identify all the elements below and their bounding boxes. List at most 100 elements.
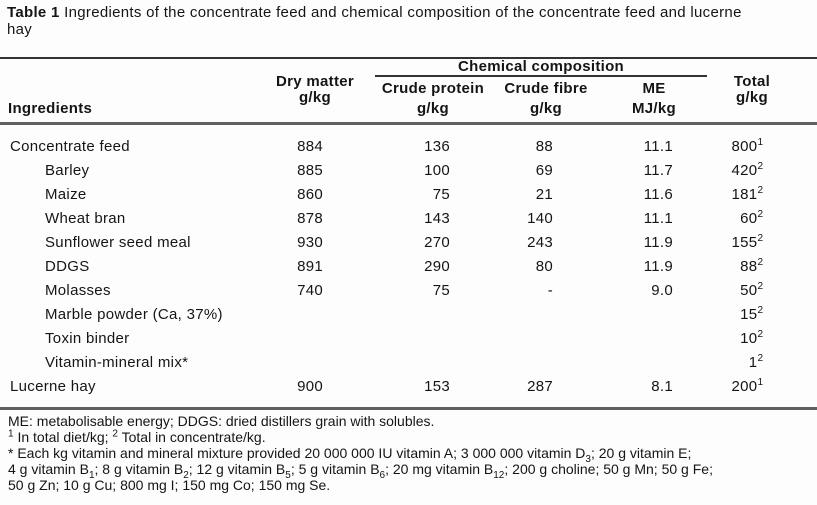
footnote-marker: 2 xyxy=(757,352,763,364)
total-cell: 1812 xyxy=(731,184,764,203)
crude-protein-cell: 75 xyxy=(432,185,450,203)
total-cell: 102 xyxy=(740,328,763,347)
col-header-crude-protein: Crude protein xyxy=(381,79,485,97)
col-header-dry-matter: Dry matter g/kg xyxy=(255,58,375,125)
dry-matter-cell: 930 xyxy=(297,233,323,251)
crude-fibre-cell: 69 xyxy=(535,161,553,179)
col-header-crude-protein-unit: g/kg xyxy=(375,100,491,125)
crude-protein-cell: 100 xyxy=(424,161,450,179)
crude-protein-cell xyxy=(375,351,491,375)
footnote-line: 1 In total diet/kg; 2 Total in concentra… xyxy=(8,427,266,445)
footnote-marker: 2 xyxy=(757,328,763,340)
crude-fibre-cell: 140 xyxy=(527,209,553,227)
dry-matter-cell: 900 xyxy=(297,377,323,395)
table-row: Wheat bran 878 143 140 11.1 602 xyxy=(0,207,817,231)
col-header-chemical-composition: Chemical composition xyxy=(375,58,707,77)
dry-matter-cell xyxy=(255,327,375,351)
col-header-total: Total g/kg xyxy=(707,58,817,125)
footnote-marker: 2 xyxy=(757,304,763,316)
me-cell xyxy=(601,327,707,351)
footnote-marker: 2 xyxy=(757,280,763,292)
ingredient-cell: Vitamin-mineral mix* xyxy=(45,353,189,371)
header-row-units: g/kg g/kg MJ/kg xyxy=(0,100,817,125)
total-cell: 602 xyxy=(740,208,763,227)
crude-protein-cell: 75 xyxy=(432,281,450,299)
table-caption-label: Table 1 xyxy=(7,4,60,21)
crude-protein-cell: 143 xyxy=(424,209,450,227)
me-cell: 11.9 xyxy=(643,257,673,275)
footnote-marker: 1 xyxy=(757,376,763,388)
crude-fibre-cell: 243 xyxy=(527,233,553,251)
footnote-marker: 2 xyxy=(757,208,763,220)
table-row: Lucerne hay 900 153 287 8.1 2001 xyxy=(0,375,817,409)
ingredient-cell: Barley xyxy=(45,161,90,179)
footnote-marker: 2 xyxy=(757,184,763,196)
footnote-marker: 2 xyxy=(757,256,763,268)
ingredient-cell: Molasses xyxy=(45,281,111,299)
me-cell: 11.9 xyxy=(643,233,673,251)
dry-matter-cell: 878 xyxy=(297,209,323,227)
footnotes: ME: metabolisable energy; DDGS: dried di… xyxy=(8,413,817,493)
table-row: Barley 885 100 69 11.7 4202 xyxy=(0,159,817,183)
ingredient-cell: Toxin binder xyxy=(45,329,130,347)
total-cell: 12 xyxy=(748,352,763,371)
col-header-crude-fibre: Crude fibre xyxy=(504,79,588,97)
dry-matter-cell: 885 xyxy=(297,161,323,179)
me-cell: 11.1 xyxy=(643,209,673,227)
header-row-group: Ingredients Dry matter g/kg Chemical com… xyxy=(0,58,817,125)
crude-fibre-cell xyxy=(491,351,601,375)
dry-matter-cell xyxy=(255,351,375,375)
table-caption: Table 1 Ingredients of the concentrate f… xyxy=(7,4,809,38)
dry-matter-cell xyxy=(255,303,375,327)
table-row: Maize 860 75 21 11.6 1812 xyxy=(0,183,817,207)
total-cell: 4202 xyxy=(731,160,764,179)
ingredient-cell: Maize xyxy=(45,185,87,203)
table-body: Concentrate feed 884 136 88 11.1 8001 Barley 88… xyxy=(0,123,817,408)
col-header-dry-matter-label: Dry matter xyxy=(275,73,355,91)
ingredient-cell: Marble powder (Ca, 37%) xyxy=(45,305,223,323)
ingredient-cell: Concentrate feed xyxy=(10,137,130,155)
me-cell xyxy=(601,351,707,375)
crude-fibre-cell: 80 xyxy=(535,257,553,275)
footnote-line: 50 g Zn; 10 g Cu; 800 mg I; 150 mg Co; 1… xyxy=(8,476,331,493)
chemical-subscript: 12 xyxy=(493,469,505,481)
chemical-subscript: 3 xyxy=(585,453,591,465)
dry-matter-cell: 891 xyxy=(297,257,323,275)
dry-matter-cell: 884 xyxy=(297,137,323,155)
crude-fibre-cell: 287 xyxy=(527,377,553,395)
footnote-line: 4 g vitamin B1; 8 g vitamin B2; 12 g vit… xyxy=(8,460,713,481)
me-cell xyxy=(601,303,707,327)
footnote-marker: 2 xyxy=(757,232,763,244)
table-header: Ingredients Dry matter g/kg Chemical com… xyxy=(0,58,817,125)
table-row: Vitamin-mineral mix* 12 xyxy=(0,351,817,375)
chemical-subscript: 6 xyxy=(379,469,386,481)
col-header-total-label: Total xyxy=(733,73,771,91)
ingredients-table: Ingredients Dry matter g/kg Chemical com… xyxy=(0,57,817,410)
table-caption-text-line1: Ingredients of the concentrate feed and … xyxy=(64,4,742,21)
me-cell: 9.0 xyxy=(651,281,673,299)
crude-protein-cell xyxy=(375,303,491,327)
footnote-line: * Each kg vitamin and mineral mixture pr… xyxy=(8,444,692,465)
crude-protein-cell: 153 xyxy=(424,377,450,395)
total-cell: 152 xyxy=(740,304,763,323)
me-cell: 11.6 xyxy=(643,185,673,203)
crude-fibre-cell xyxy=(491,327,601,351)
crude-fibre-cell: - xyxy=(547,281,553,299)
table-row: DDGS 891 290 80 11.9 882 xyxy=(0,255,817,279)
table-row: Concentrate feed 884 136 88 11.1 8001 xyxy=(0,123,817,159)
paper-page: Table 1 Ingredients of the concentrate f… xyxy=(0,4,817,505)
footnote-marker: 2 xyxy=(112,427,118,439)
chemical-subscript: 2 xyxy=(183,469,189,481)
chemical-subscript: 1 xyxy=(88,469,95,481)
crude-fibre-cell: 21 xyxy=(535,185,553,203)
table-row: Sunflower seed meal 930 270 243 11.9 1552 xyxy=(0,231,817,255)
total-cell: 1552 xyxy=(731,232,764,251)
crude-protein-cell: 290 xyxy=(424,257,450,275)
col-header-me: ME xyxy=(642,79,666,97)
ingredient-cell: Sunflower seed meal xyxy=(45,233,191,251)
crude-protein-cell xyxy=(375,327,491,351)
total-cell: 502 xyxy=(740,280,763,299)
col-header-me-unit: MJ/kg xyxy=(601,100,707,125)
crude-protein-cell: 270 xyxy=(424,233,450,251)
table-caption-text-line2: hay xyxy=(7,21,33,38)
